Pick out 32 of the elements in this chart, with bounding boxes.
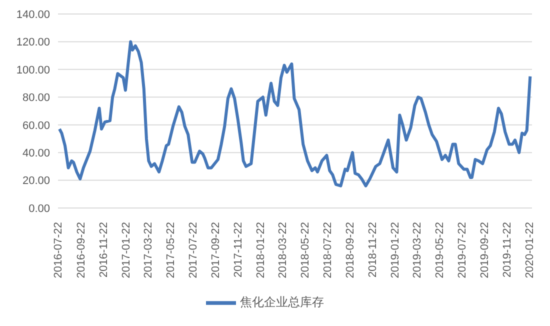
y-tick-label: 40.00 [22, 147, 50, 160]
x-tick-label: 2018-07-22 [322, 222, 334, 278]
x-tick-label: 2017-03-22 [142, 222, 154, 278]
x-tick-label: 2018-11-22 [367, 222, 380, 278]
x-tick-label: 2017-05-22 [164, 222, 177, 278]
x-tick-label: 2016-09-22 [76, 222, 88, 278]
x-tick-label: 2016-11-22 [98, 222, 110, 278]
x-tick-label: 2017-07-22 [187, 222, 200, 278]
legend-label: 焦化企业总库存 [240, 295, 324, 310]
y-tick-label: 140.00 [16, 8, 50, 21]
y-tick-label: 100.00 [16, 64, 50, 76]
y-tick-label: 0.00 [28, 202, 50, 215]
x-tick-label: 2018-03-22 [276, 222, 289, 278]
x-tick-label: 2019-01-22 [390, 222, 402, 278]
line-series [58, 40, 532, 188]
x-tick-label: 2017-01-22 [120, 222, 133, 278]
x-tick-label: 2017-11-22 [232, 222, 245, 278]
x-tick-label: 2016-07-22 [52, 222, 65, 278]
y-tick-label: 120.00 [16, 36, 50, 49]
x-tick-label: 2018-09-22 [344, 222, 357, 278]
x-tick-label: 2018-01-22 [255, 222, 268, 278]
x-tick-label: 2018-05-22 [299, 222, 312, 278]
x-tick-label: 2019-11-22 [502, 222, 514, 278]
y-tick-label: 80.00 [22, 92, 50, 104]
y-tick-label: 20.00 [22, 175, 50, 188]
x-tick-label: 2017-09-22 [210, 222, 222, 278]
x-tick-label: 2019-03-22 [411, 222, 424, 278]
x-tick-label: 2019-07-22 [456, 222, 468, 278]
x-tick-label: 2019-05-22 [434, 222, 446, 278]
x-tick-label: 2019-09-22 [479, 222, 492, 278]
y-tick-label: 60.00 [22, 120, 50, 132]
x-tick-label: 2020-01-22 [524, 222, 536, 278]
